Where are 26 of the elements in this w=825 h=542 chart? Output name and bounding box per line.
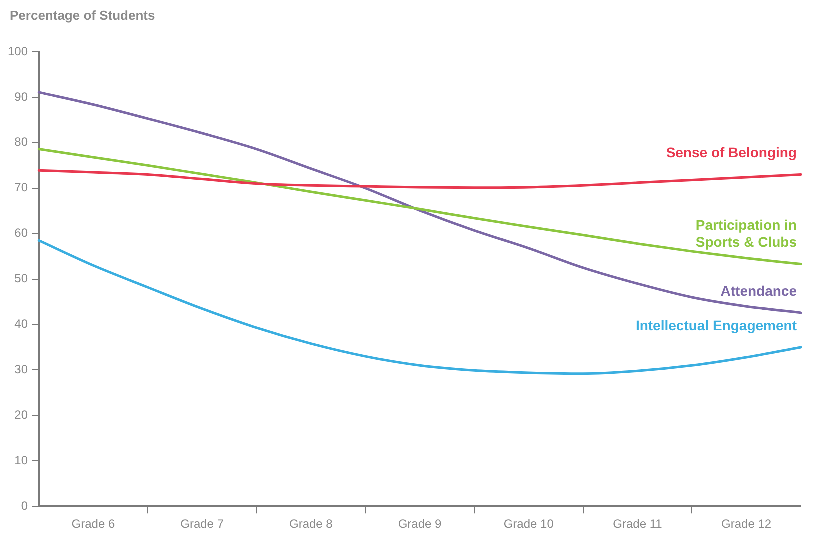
y-tick-label: 30 bbox=[14, 362, 28, 377]
x-tick-label: Grade 8 bbox=[289, 517, 334, 532]
y-tick-label: 50 bbox=[14, 272, 28, 286]
y-tick-label: 10 bbox=[14, 453, 28, 468]
series-label: Participation in Sports & Clubs bbox=[696, 217, 798, 250]
y-tick-label: 20 bbox=[14, 408, 28, 422]
x-tick-label: Grade 7 bbox=[180, 517, 224, 532]
y-tick-label: 40 bbox=[14, 317, 28, 332]
y-tick-label: 60 bbox=[14, 226, 28, 240]
y-tick-label: 0 bbox=[21, 498, 28, 513]
line-series bbox=[38, 148, 802, 266]
x-tick-label: Grade 9 bbox=[398, 517, 442, 532]
y-tick-label: 90 bbox=[14, 90, 28, 104]
x-tick-label: Grade 10 bbox=[504, 517, 554, 532]
y-tick-label: 80 bbox=[14, 135, 28, 150]
series-label: Attendance bbox=[720, 282, 798, 299]
series-label: Intellectual Engagement bbox=[636, 317, 798, 334]
y-tick-label: 100 bbox=[8, 44, 28, 58]
x-tick-label: Grade 6 bbox=[72, 517, 116, 532]
series-label: Sense of Belonging bbox=[666, 144, 797, 161]
line-series bbox=[38, 91, 802, 314]
line-series bbox=[38, 169, 802, 190]
x-tick-label: Grade 11 bbox=[613, 517, 663, 532]
x-tick-label: Grade 12 bbox=[722, 517, 772, 532]
y-axis-title: Percentage of Students bbox=[10, 8, 156, 23]
y-tick-label: 70 bbox=[14, 180, 28, 195]
